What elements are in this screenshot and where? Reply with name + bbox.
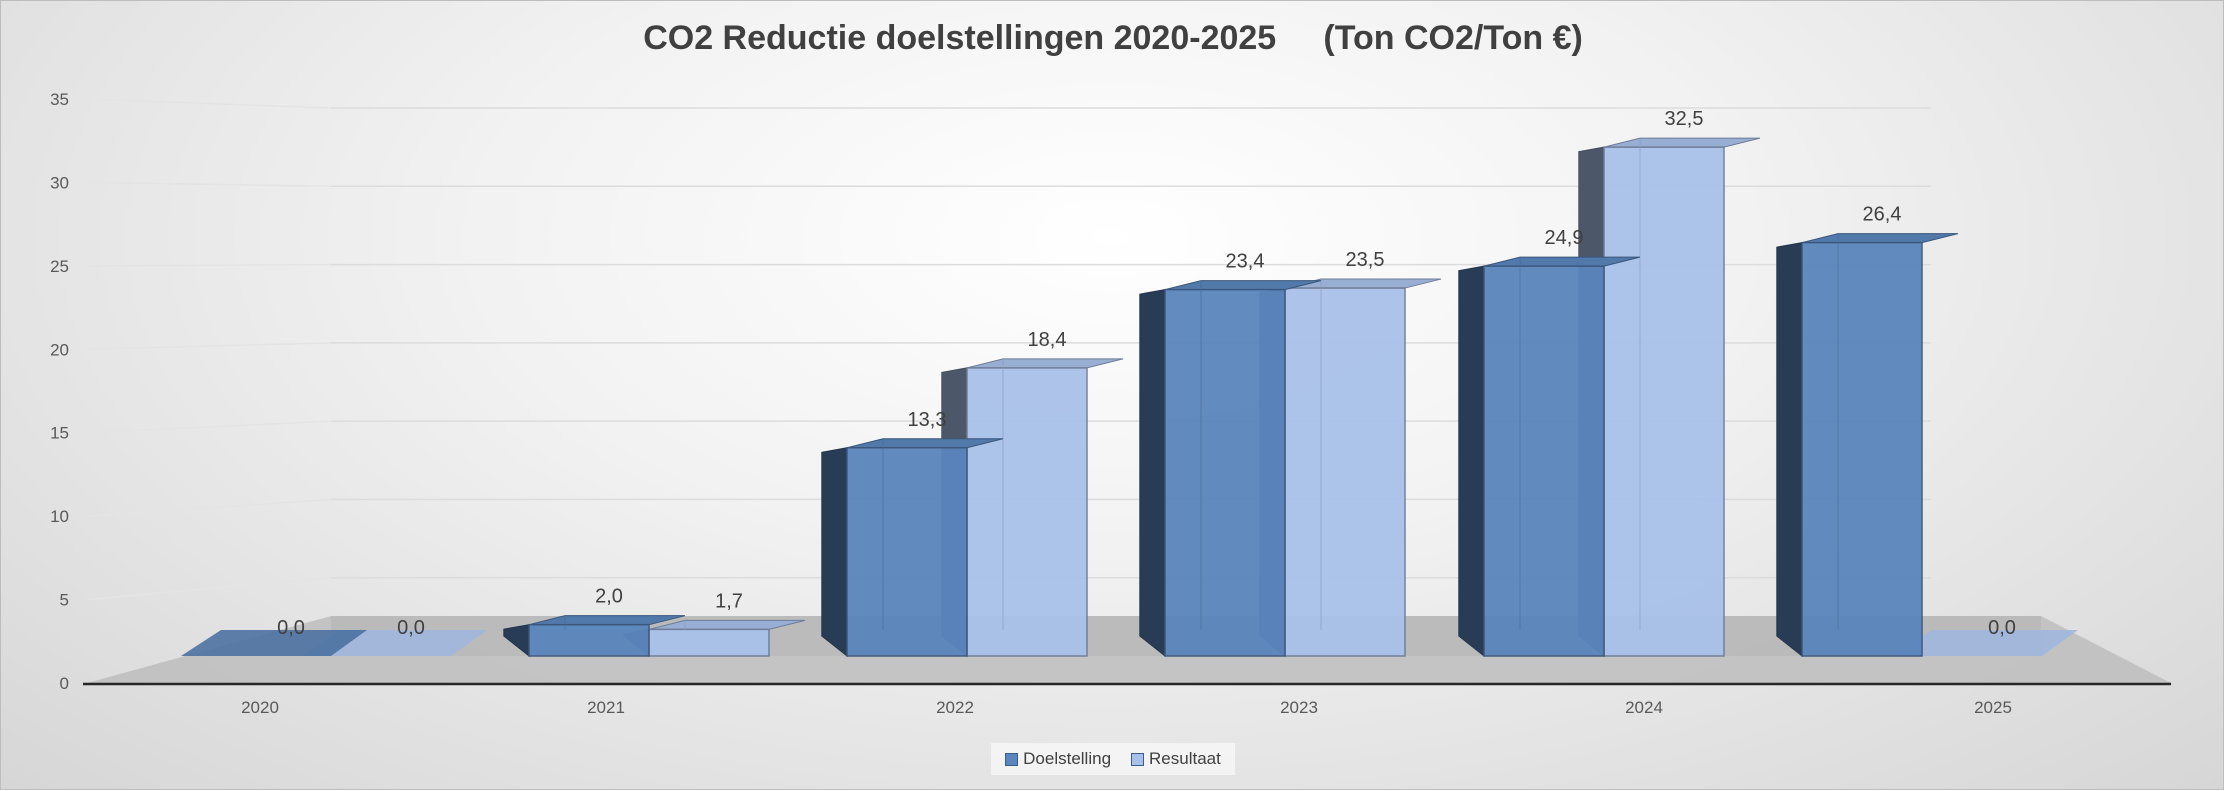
legend-item-resultaat: Resultaat: [1131, 749, 1221, 769]
x-tick-label: 2024: [1625, 698, 1663, 717]
data-label: 0,0: [397, 617, 425, 639]
data-label: 0,0: [1988, 617, 2016, 639]
bar-resultaat-front: [649, 629, 769, 656]
gridline-diag: [87, 578, 331, 600]
bar-doelstelling: 26,4: [1777, 204, 1958, 656]
y-tick-label: 25: [50, 257, 69, 276]
data-label: 32,5: [1665, 108, 1704, 130]
data-label: 18,4: [1028, 329, 1067, 351]
bar-resultaat-front: [1285, 288, 1405, 656]
bar-doelstelling-top: [1802, 234, 1958, 243]
gridline-diag: [87, 182, 331, 186]
y-tick-label: 5: [60, 591, 69, 610]
legend-swatch-resultaat: [1131, 753, 1144, 766]
legend-item-doelstelling: Doelstelling: [1005, 749, 1111, 769]
x-tick-label: 2025: [1974, 698, 2012, 717]
y-tick-label: 35: [50, 90, 69, 109]
x-tick-label: 2020: [241, 698, 279, 717]
y-tick-label: 30: [50, 173, 69, 192]
bar-doelstelling-side: [1459, 266, 1484, 656]
bar-resultaat: 18,4: [942, 329, 1123, 656]
x-tick-label: 2023: [1280, 698, 1318, 717]
legend-label-doelstelling: Doelstelling: [1023, 749, 1111, 769]
data-label: 13,3: [908, 409, 947, 431]
y-tick-label: 0: [60, 674, 69, 693]
bar-doelstelling-side: [1777, 243, 1802, 656]
y-tick-label: 10: [50, 507, 69, 526]
data-label: 26,4: [1863, 204, 1902, 226]
legend: Doelstelling Resultaat: [1, 743, 2224, 775]
gridline-diag: [87, 265, 331, 266]
x-tick-label: 2021: [587, 698, 625, 717]
gridline-diag: [87, 421, 331, 433]
bars: 0,0 26,4 32,5 24,9 23,5 23,4 18,4 13,3 1,7 2,0 0,0…: [181, 108, 2078, 656]
gridline-diag: [87, 499, 331, 516]
bar-doelstelling-front: [1802, 243, 1922, 656]
legend-swatch-doelstelling: [1005, 753, 1018, 766]
bar-doelstelling-front: [847, 448, 967, 656]
data-label: 23,4: [1226, 251, 1265, 273]
gridline-diag: [87, 343, 331, 349]
y-tick-label: 15: [50, 424, 69, 443]
bar-resultaat-top: [967, 359, 1123, 368]
data-label: 23,5: [1346, 249, 1385, 271]
bar-resultaat-top: [1604, 138, 1760, 147]
bar-resultaat-front: [1604, 147, 1724, 656]
data-label: 2,0: [595, 586, 623, 608]
bar-resultaat-front: [967, 368, 1087, 656]
chart-area: CO2 Reductie doelstellingen 2020-2025 (T…: [0, 0, 2224, 790]
bar-doelstelling-side: [1140, 290, 1165, 656]
bar-doelstelling-side: [822, 448, 847, 656]
bar-doelstelling-front: [1165, 290, 1285, 656]
data-label: 24,9: [1545, 227, 1584, 249]
bar-resultaat: 32,5: [1579, 108, 1760, 656]
x-tick-label: 2022: [936, 698, 974, 717]
gridline-diag: [87, 99, 331, 108]
y-tick-label: 20: [50, 340, 69, 359]
data-label: 1,7: [715, 590, 743, 612]
data-label: 0,0: [277, 617, 305, 639]
bar-chart: 051015202530352020 2021 2022 2023 2024 20250,…: [1, 1, 2224, 791]
bar-doelstelling-front: [1484, 266, 1604, 656]
bar-doelstelling-front: [529, 625, 649, 656]
bar-resultaat: 23,5: [1260, 249, 1441, 656]
legend-label-resultaat: Resultaat: [1149, 749, 1221, 769]
